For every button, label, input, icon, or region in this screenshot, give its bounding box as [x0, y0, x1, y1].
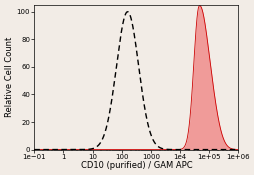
Y-axis label: Relative Cell Count: Relative Cell Count [5, 37, 14, 117]
X-axis label: CD10 (purified) / GAM APC: CD10 (purified) / GAM APC [80, 161, 191, 170]
